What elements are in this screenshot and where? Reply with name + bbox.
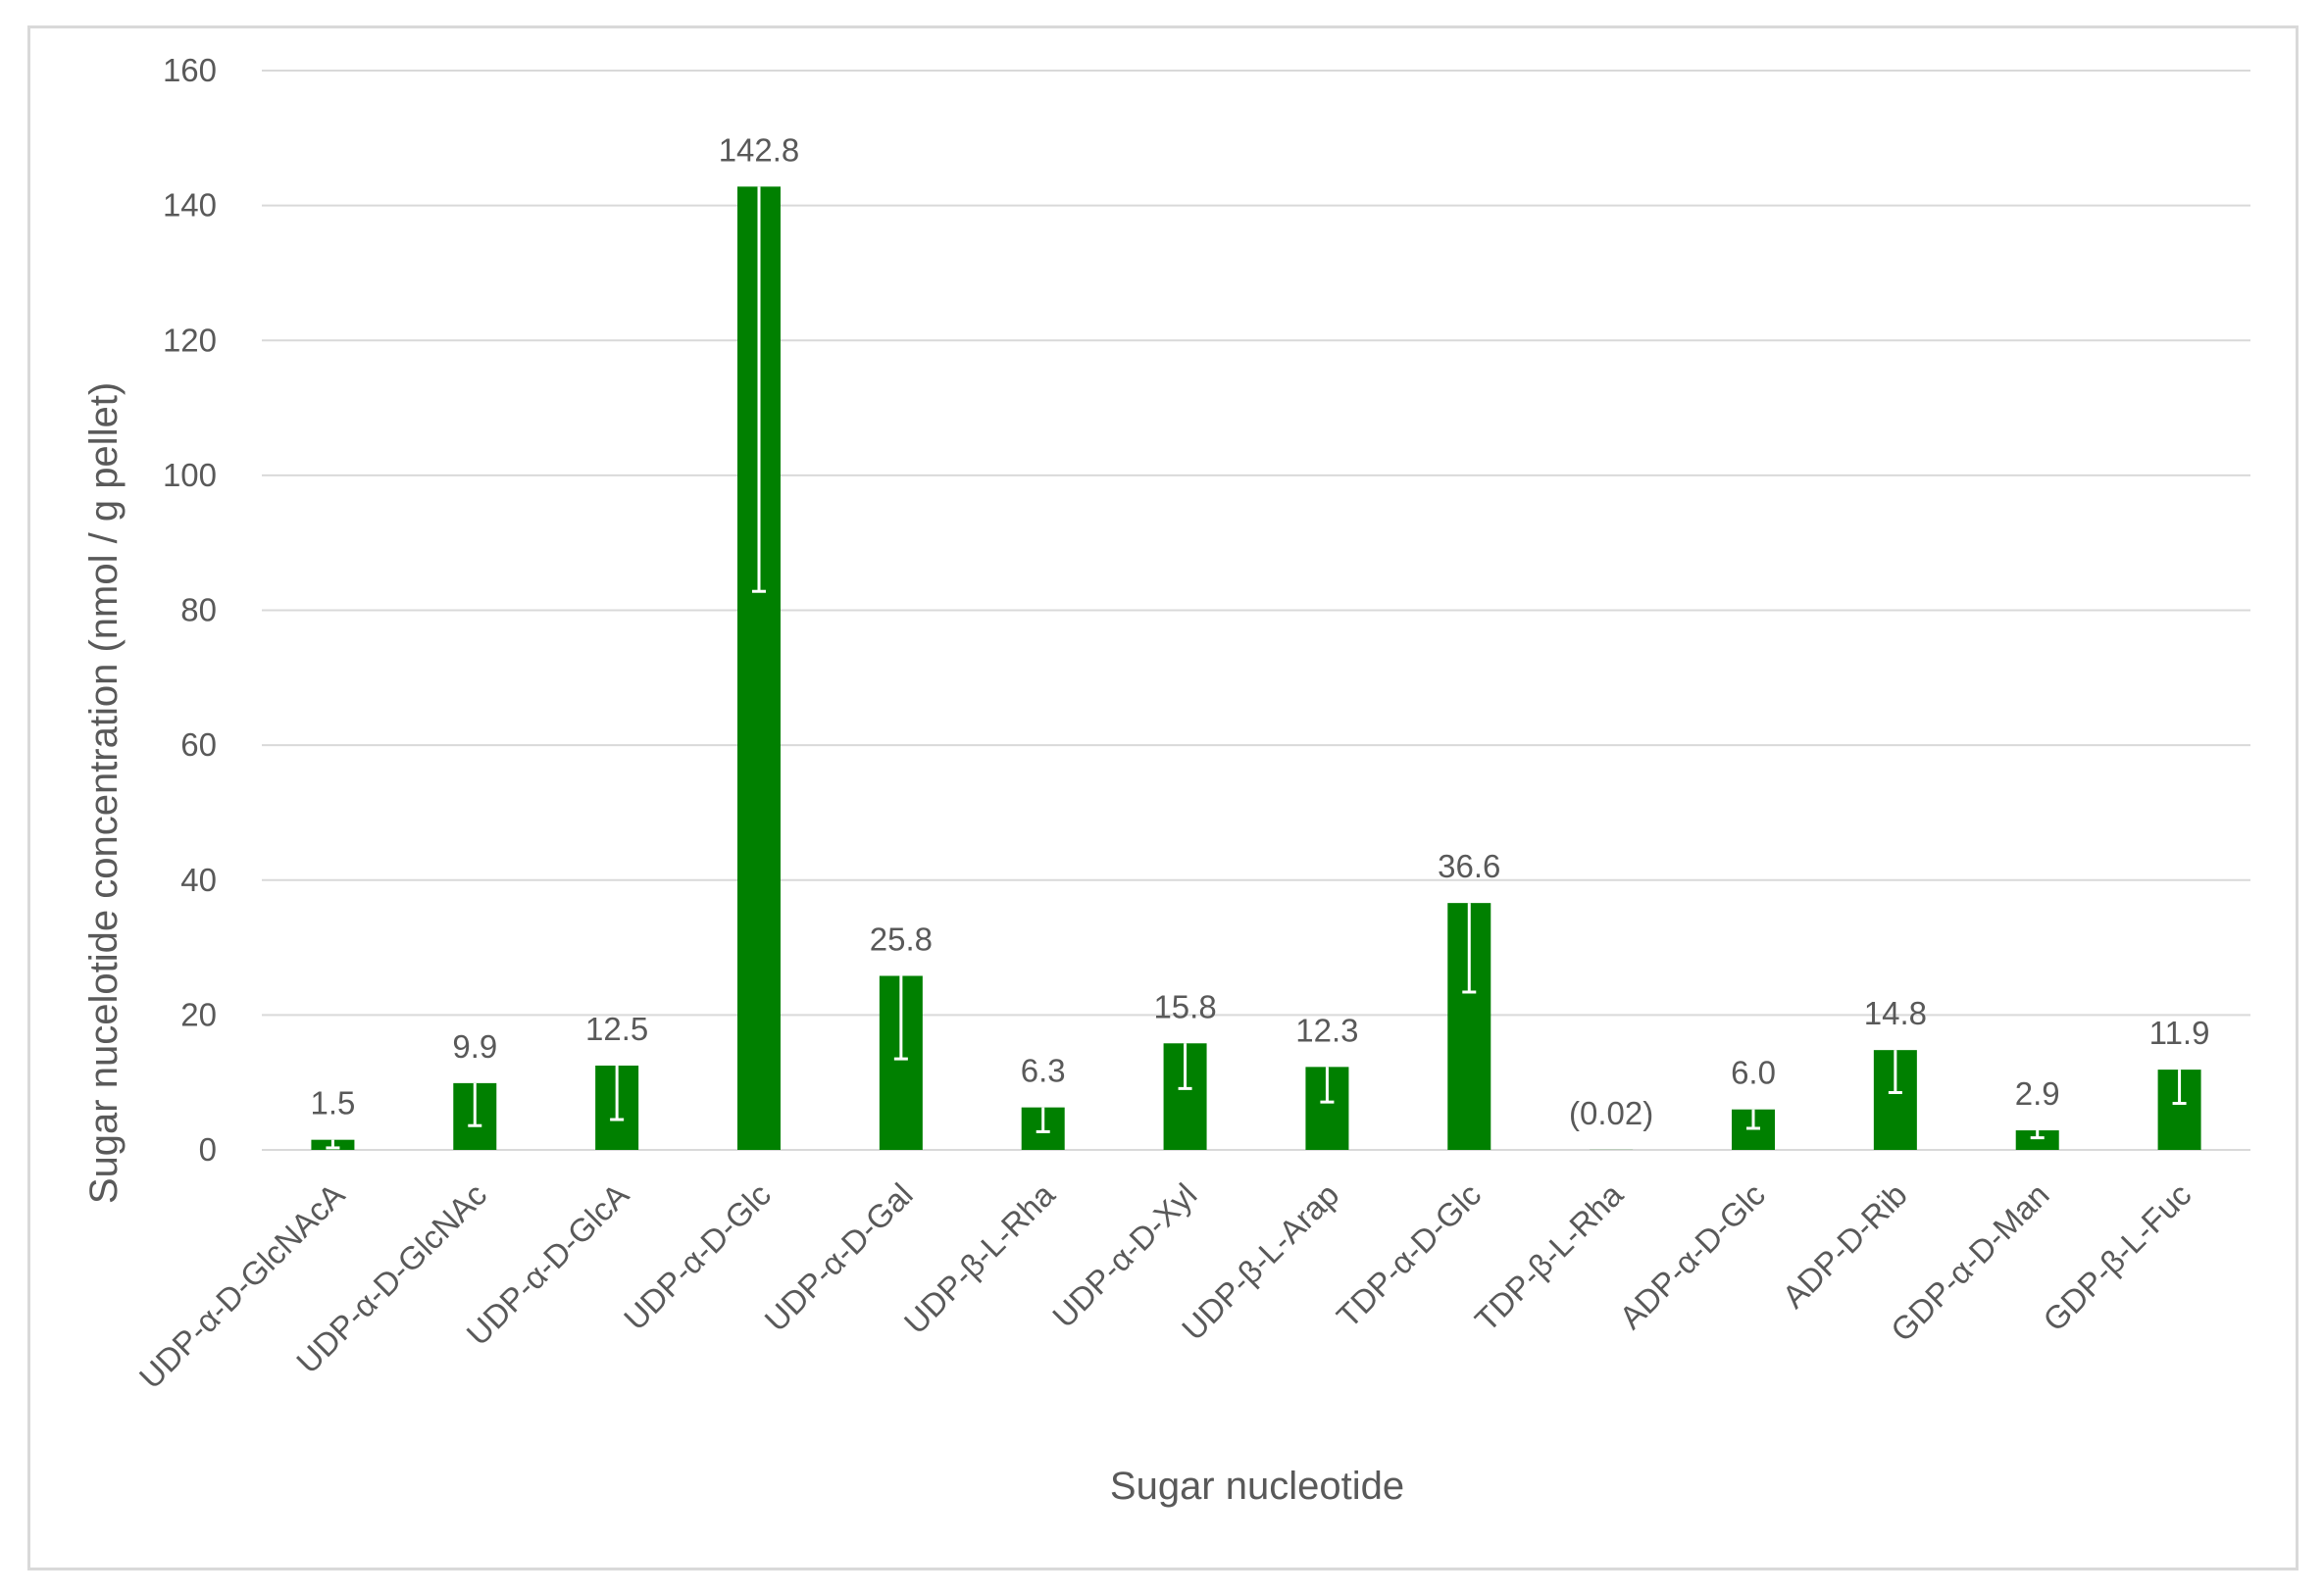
data-label-10: 6.0	[1731, 1055, 1776, 1091]
y-tick-label-20: 20	[180, 996, 217, 1032]
data-label-13: 11.9	[2149, 1015, 2210, 1051]
chart-frame: 0 20 40 60 80 100 120 140 160 1.5 9.9 12.5 142.8 25.…	[27, 25, 2299, 1570]
x-category-label-9: TDP-β-L-Rha	[1468, 1175, 1631, 1338]
x-axis-category-labels: UDP-α-D-GlcNAcAUDP-α-D-GlcNAcUDP-α-D-Glc…	[132, 1175, 2198, 1395]
x-category-label-4: UDP-α-D-Gal	[757, 1176, 919, 1338]
y-tick-label-80: 80	[180, 592, 217, 628]
y-axis-title: Sugar nucelotide concentration (nmol / g…	[82, 382, 126, 1204]
data-label-3: 142.8	[719, 131, 800, 168]
y-tick-label-60: 60	[180, 726, 217, 763]
y-tick-label-0: 0	[199, 1131, 217, 1168]
y-axis-ticks: 0 20 40 60 80 100 120 140 160	[163, 52, 217, 1168]
y-tick-label-160: 160	[163, 52, 217, 88]
x-category-label-11: ADP-D-Rib	[1775, 1176, 1914, 1316]
bar-12	[2015, 1130, 2059, 1150]
data-label-5: 6.3	[1021, 1053, 1066, 1089]
data-label-11: 14.8	[1864, 995, 1927, 1031]
x-category-label-8: TDP-α-D-Glc	[1330, 1176, 1488, 1334]
data-labels: 1.5 9.9 12.5 142.8 25.8 6.3 15.8 12.3 36.6 (0.02)…	[310, 131, 2209, 1131]
data-label-7: 12.3	[1295, 1012, 1358, 1048]
x-category-label-13: GDP-β-L-Fuc	[2036, 1176, 2198, 1338]
data-label-8: 36.6	[1438, 848, 1500, 884]
x-axis-title: Sugar nucleotide	[1110, 1465, 1404, 1508]
x-category-label-6: UDP-α-D-Xyl	[1045, 1176, 1204, 1335]
y-tick-label-140: 140	[163, 187, 217, 224]
data-label-2: 12.5	[585, 1011, 648, 1047]
data-label-6: 15.8	[1153, 988, 1216, 1024]
x-category-label-5: UDP-β-L-Rha	[897, 1175, 1062, 1340]
gridlines	[262, 70, 2250, 1151]
error-bars	[326, 186, 2187, 1150]
y-tick-label-40: 40	[180, 862, 217, 898]
bar-chart: 0 20 40 60 80 100 120 140 160 1.5 9.9 12.5 142.8 25.…	[82, 52, 2250, 1508]
data-label-4: 25.8	[870, 921, 933, 957]
x-category-label-10: ADP-α-D-Glc	[1612, 1176, 1772, 1336]
data-label-9: (0.02)	[1569, 1095, 1653, 1131]
data-label-0: 1.5	[310, 1085, 355, 1121]
data-label-1: 9.9	[452, 1028, 497, 1065]
y-tick-label-100: 100	[163, 457, 217, 493]
data-label-12: 2.9	[2015, 1075, 2060, 1112]
x-category-label-3: UDP-α-D-Glc	[617, 1176, 778, 1337]
y-tick-label-120: 120	[163, 322, 217, 358]
